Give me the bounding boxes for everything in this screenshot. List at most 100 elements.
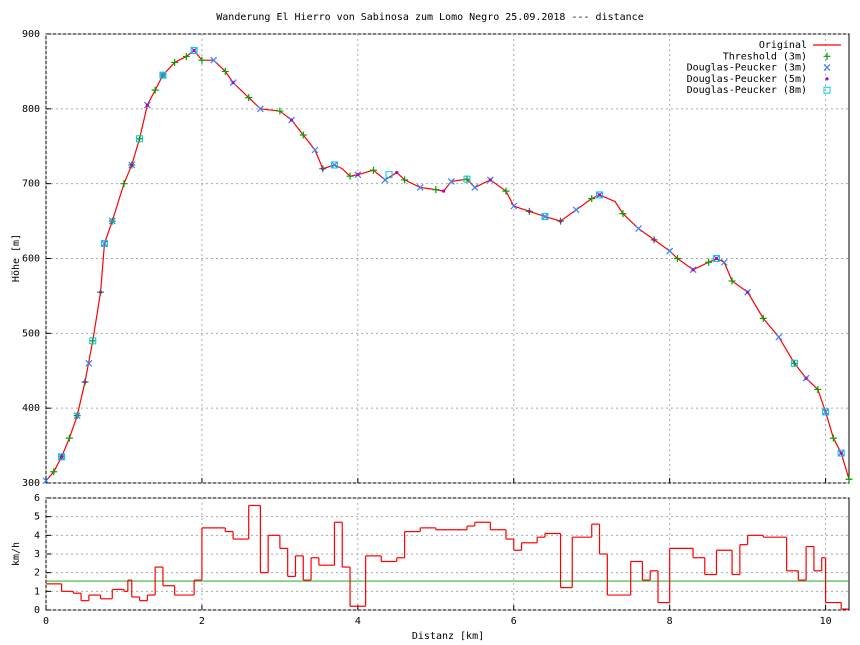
legend-label: Threshold (3m) <box>723 51 807 62</box>
marker <box>712 255 720 262</box>
marker <box>839 451 843 455</box>
marker <box>471 183 479 191</box>
marker <box>790 359 798 367</box>
marker <box>728 277 736 285</box>
marker <box>83 380 87 384</box>
marker <box>210 56 218 64</box>
marker <box>311 146 319 154</box>
marker <box>190 46 198 54</box>
marker <box>804 376 808 380</box>
x-tick-label: 10 <box>820 616 832 627</box>
y-tick-label: 0 <box>34 605 40 616</box>
x-tick-label: 0 <box>43 616 49 627</box>
y-tick-label: 2 <box>34 568 40 579</box>
marker <box>720 258 728 266</box>
marker <box>527 209 531 213</box>
marker <box>541 213 549 221</box>
marker <box>666 247 674 255</box>
marker <box>447 177 455 185</box>
marker <box>395 170 399 175</box>
marker <box>221 67 229 75</box>
y-tick-label: 5 <box>34 512 40 523</box>
marker-series <box>50 52 853 483</box>
marker <box>619 210 627 218</box>
marker-series <box>42 47 845 485</box>
y-tick-label: 3 <box>34 549 40 560</box>
legend-label: Original <box>759 40 807 51</box>
y-tick-label: 300 <box>22 478 40 489</box>
marker <box>299 131 307 139</box>
marker <box>416 183 424 191</box>
marker <box>790 359 798 367</box>
marker <box>814 385 822 393</box>
x-tick-label: 4 <box>355 616 361 627</box>
marker <box>635 225 642 232</box>
x-tick-label: 6 <box>511 616 517 627</box>
legend-label: Douglas-Peucker (8m) <box>687 85 807 96</box>
chart-title: Wanderung El Hierro von Sabinosa zum Lom… <box>216 12 643 23</box>
marker <box>572 206 580 214</box>
legend-label: Douglas-Peucker (3m) <box>687 63 807 74</box>
marker-series <box>59 48 843 459</box>
marker <box>50 468 58 476</box>
marker <box>289 118 294 122</box>
marker <box>775 333 783 341</box>
marker <box>98 290 103 294</box>
x-tick-label: 2 <box>199 616 205 627</box>
marker <box>385 171 393 179</box>
marker <box>231 81 235 85</box>
y-tick-label: 600 <box>22 254 40 265</box>
marker <box>108 217 116 225</box>
marker <box>596 191 604 199</box>
marker <box>510 202 518 210</box>
marker <box>136 135 144 143</box>
y-tick-label: 500 <box>22 328 40 339</box>
marker <box>488 178 492 182</box>
y-tick-label: 900 <box>22 29 40 40</box>
marker <box>85 359 93 367</box>
marker <box>822 408 830 416</box>
marker <box>42 477 50 485</box>
marker <box>369 166 377 174</box>
marker <box>198 56 206 64</box>
marker <box>130 163 134 167</box>
marker <box>346 172 354 180</box>
marker <box>192 48 196 53</box>
y-axis-label: km/h <box>11 542 22 566</box>
marker <box>356 173 360 177</box>
marker <box>673 255 681 262</box>
marker <box>829 434 837 442</box>
legend-swatch <box>825 77 829 81</box>
marker <box>151 86 159 94</box>
legend-label: Douglas-Peucker (5m) <box>687 74 807 85</box>
marker <box>463 175 471 183</box>
marker <box>120 180 128 188</box>
legend-swatch <box>823 64 831 72</box>
marker <box>276 107 284 115</box>
marker <box>597 193 602 197</box>
legend-swatch <box>823 52 831 60</box>
line <box>45 49 850 482</box>
marker <box>432 186 440 194</box>
marker <box>541 213 549 221</box>
marker <box>558 219 563 223</box>
marker <box>845 475 853 483</box>
marker <box>705 258 713 266</box>
marker <box>159 71 167 79</box>
marker <box>759 314 767 322</box>
marker <box>101 240 108 247</box>
legend-swatch <box>823 86 831 94</box>
marker <box>136 135 144 143</box>
marker <box>746 290 750 294</box>
marker <box>401 176 409 184</box>
y-tick-label: 6 <box>34 493 40 504</box>
marker <box>65 434 73 442</box>
y-tick-label: 700 <box>22 179 40 190</box>
marker <box>330 161 338 169</box>
marker <box>321 167 325 171</box>
marker <box>100 240 108 248</box>
marker-series <box>58 46 845 461</box>
y-axis-label: Höhe [m] <box>11 234 22 282</box>
y-tick-label: 4 <box>34 530 40 541</box>
